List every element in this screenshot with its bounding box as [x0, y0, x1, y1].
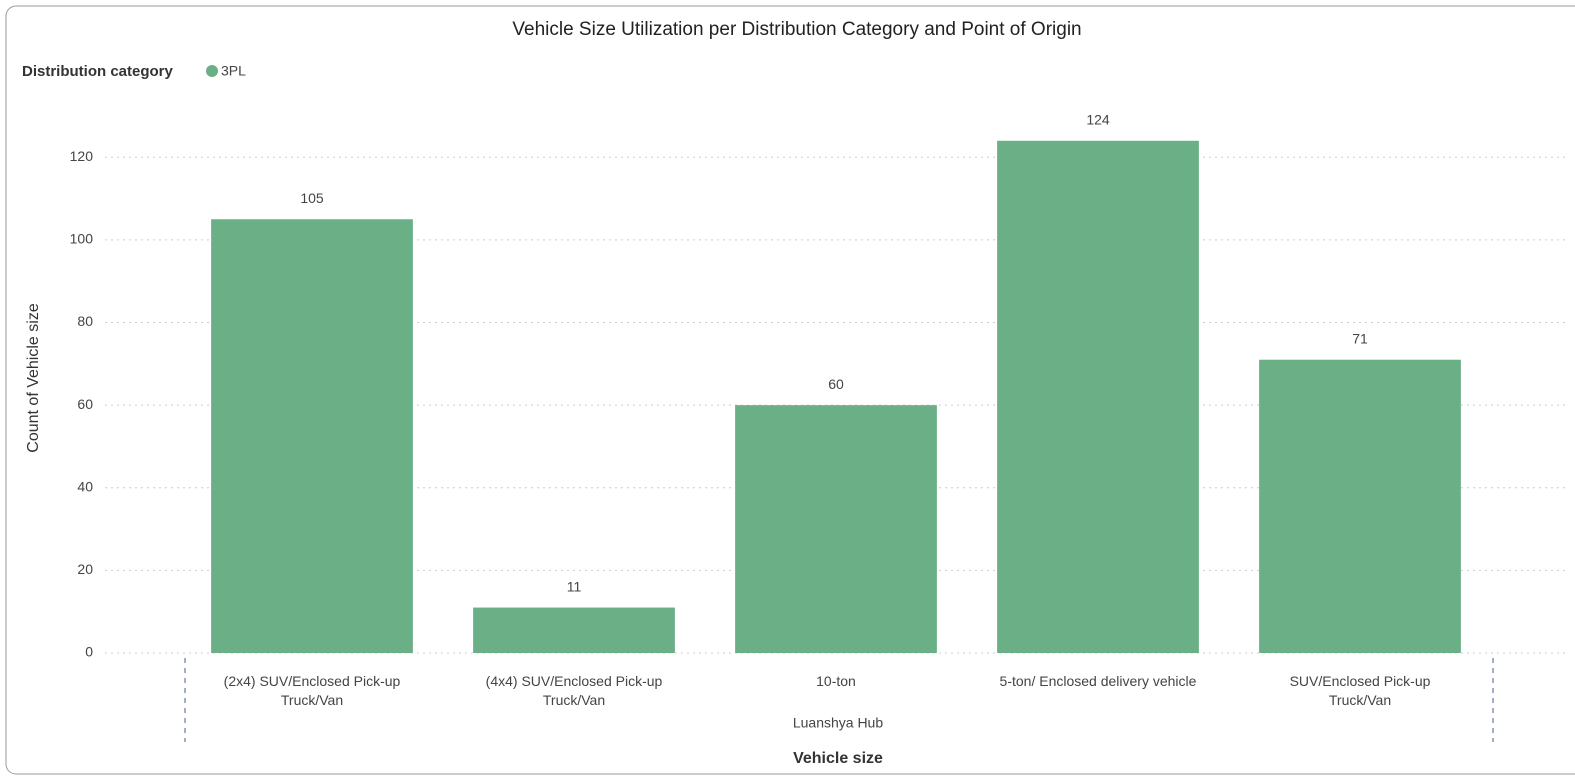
- bar: [211, 219, 413, 653]
- y-tick-label: 20: [77, 561, 93, 577]
- y-tick-label: 40: [77, 478, 93, 494]
- y-tick-label: 100: [70, 231, 94, 247]
- data-label: 60: [828, 376, 844, 392]
- x-tick-label: SUV/Enclosed Pick-up Truck/Van: [1289, 673, 1431, 708]
- x-axis-label: Vehicle size: [793, 750, 883, 767]
- x-tick-label: 5-ton/ Enclosed delivery vehicle: [999, 673, 1197, 689]
- y-tick-label: 80: [77, 313, 93, 329]
- bar: [997, 140, 1199, 654]
- data-label: 105: [300, 190, 324, 206]
- x-tick-label: 10-ton: [816, 673, 856, 689]
- data-label: 11: [567, 578, 582, 594]
- legend-swatch: [206, 65, 218, 77]
- y-tick-label: 0: [85, 644, 93, 660]
- y-axis-label: Count of Vehicle size: [25, 303, 42, 453]
- legend-title: Distribution category: [22, 63, 174, 80]
- x-tick-label: (2x4) SUV/Enclosed Pick-up Truck/Van: [223, 673, 401, 708]
- x-tick-label: (4x4) SUV/Enclosed Pick-up Truck/Van: [485, 673, 663, 708]
- data-label: 124: [1086, 111, 1110, 127]
- bar: [1259, 359, 1461, 653]
- chart-title: Vehicle Size Utilization per Distributio…: [512, 19, 1081, 40]
- x-group-label: Luanshya Hub: [793, 715, 884, 731]
- y-tick-label: 60: [77, 396, 93, 412]
- bar: [735, 405, 937, 653]
- data-label: 71: [1352, 330, 1368, 346]
- bar: [473, 607, 675, 653]
- legend-label: 3PL: [221, 63, 246, 79]
- y-tick-label: 120: [70, 148, 94, 164]
